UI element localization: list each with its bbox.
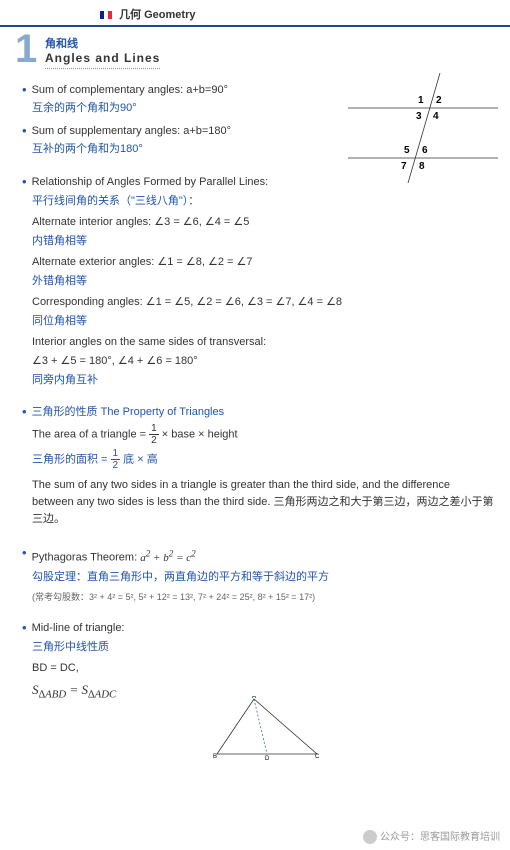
alt-exterior: Alternate exterior angles: ∠1 = ∠8, ∠2 =… xyxy=(32,254,494,270)
pythagoras-cn: 勾股定理：直角三角形中，两直角边的平方和等于斜边的平方 xyxy=(32,568,494,584)
same-side: Interior angles on the same sides of tra… xyxy=(32,334,494,350)
pythagoras-note: (常考勾股数：3² + 4² = 5², 5² + 12² = 13², 7² … xyxy=(32,590,494,603)
alt-exterior-cn: 外错角相等 xyxy=(32,272,494,288)
chapter-number: 1 xyxy=(15,27,37,72)
svg-text:7: 7 xyxy=(401,161,407,172)
item-midline: •Mid-line of triangle: xyxy=(22,621,494,636)
svg-text:A: A xyxy=(252,696,256,700)
svg-text:6: 6 xyxy=(422,145,428,156)
header-cn: 几何 xyxy=(119,9,141,21)
same-side-cn: 同旁内角互补 xyxy=(32,371,494,387)
triangle-sum: The sum of any two sides in a triangle i… xyxy=(32,477,494,528)
item-triangle-property: •三角形的性质 The Property of Triangles xyxy=(22,405,494,420)
svg-text:5: 5 xyxy=(404,145,410,156)
svg-text:8: 8 xyxy=(419,161,425,172)
svg-text:4: 4 xyxy=(433,111,439,122)
page-header: 几何 Geometry xyxy=(0,0,510,27)
flag-icon xyxy=(100,11,112,19)
midline-eq1: BD = DC, xyxy=(32,660,494,676)
chapter-heading: 1 角和线 Angles and Lines xyxy=(15,35,510,73)
midline-cn: 三角形中线性质 xyxy=(32,638,494,654)
triangle-area-en: The area of a triangle = 12 × base × hei… xyxy=(32,423,494,446)
corresponding: Corresponding angles: ∠1 = ∠5, ∠2 = ∠6, … xyxy=(32,294,494,310)
svg-text:D: D xyxy=(265,756,270,761)
svg-text:B: B xyxy=(213,754,217,760)
corresponding-cn: 同位角相等 xyxy=(32,312,494,328)
alt-interior: Alternate interior angles: ∠3 = ∠6, ∠4 =… xyxy=(32,214,494,230)
svg-text:1: 1 xyxy=(418,95,424,106)
svg-text:2: 2 xyxy=(436,95,442,106)
footer-credit: 公众号：思客国际教育培训 xyxy=(363,828,500,844)
svg-text:C: C xyxy=(315,754,320,760)
same-side-eq: ∠3 + ∠5 = 180°, ∠4 + ∠6 = 180° xyxy=(32,353,494,369)
chapter-title-cn: 角和线 xyxy=(45,35,510,51)
parallel-lines-diagram: 1 2 3 4 5 6 7 8 xyxy=(348,73,498,183)
alt-interior-cn: 内错角相等 xyxy=(32,232,494,248)
relationship-cn: 平行线间角的关系（"三线八角"）： xyxy=(32,192,494,208)
chapter-title-en: Angles and Lines xyxy=(45,51,510,65)
triangle-diagram: A B C D xyxy=(212,696,322,761)
svg-text:3: 3 xyxy=(416,111,422,122)
triangle-area-cn: 三角形的面积 = 12 底 × 高 xyxy=(32,448,494,471)
item-pythagoras: •Pythagoras Theorem: a2 + b2 = c2 xyxy=(22,546,494,566)
wechat-icon xyxy=(363,830,377,844)
header-en: Geometry xyxy=(144,9,195,21)
